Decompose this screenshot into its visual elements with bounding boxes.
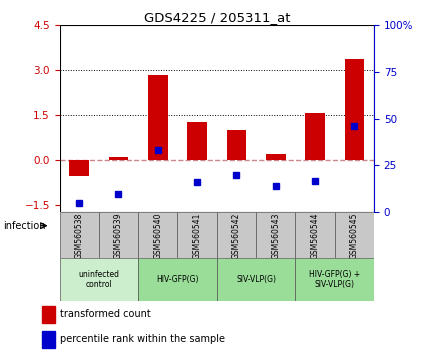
Text: HIV-GFP(G) +
SIV-VLP(G): HIV-GFP(G) + SIV-VLP(G): [309, 270, 360, 289]
Text: transformed count: transformed count: [60, 309, 151, 319]
Bar: [266, 154, 286, 160]
Bar: [217, 212, 256, 258]
Bar: [99, 212, 138, 258]
Bar: [217, 258, 295, 301]
Bar: [60, 212, 99, 258]
Text: GSM560542: GSM560542: [232, 212, 241, 259]
Bar: [295, 212, 335, 258]
Bar: [60, 258, 138, 301]
Bar: [187, 122, 207, 160]
Text: infection: infection: [3, 221, 45, 231]
Bar: [335, 212, 374, 258]
Bar: [345, 59, 364, 160]
Bar: [42, 331, 55, 348]
Bar: [227, 130, 246, 160]
Text: GSM560543: GSM560543: [271, 212, 280, 259]
Text: SIV-VLP(G): SIV-VLP(G): [236, 275, 276, 284]
Text: percentile rank within the sample: percentile rank within the sample: [60, 334, 225, 344]
Text: GSM560540: GSM560540: [153, 212, 162, 259]
Bar: [178, 212, 217, 258]
Text: GSM560538: GSM560538: [75, 212, 84, 259]
Bar: [109, 158, 128, 160]
Bar: [148, 75, 167, 160]
Text: HIV-GFP(G): HIV-GFP(G): [156, 275, 198, 284]
Text: GSM560539: GSM560539: [114, 212, 123, 259]
Bar: [305, 113, 325, 160]
Bar: [138, 212, 178, 258]
Text: uninfected
control: uninfected control: [78, 270, 119, 289]
Bar: [295, 258, 374, 301]
Text: GSM560541: GSM560541: [193, 212, 201, 259]
Title: GDS4225 / 205311_at: GDS4225 / 205311_at: [144, 11, 290, 24]
Text: GSM560544: GSM560544: [311, 212, 320, 259]
Bar: [42, 306, 55, 323]
Bar: [256, 212, 295, 258]
Bar: [138, 258, 217, 301]
Text: GSM560545: GSM560545: [350, 212, 359, 259]
Bar: [69, 160, 89, 176]
